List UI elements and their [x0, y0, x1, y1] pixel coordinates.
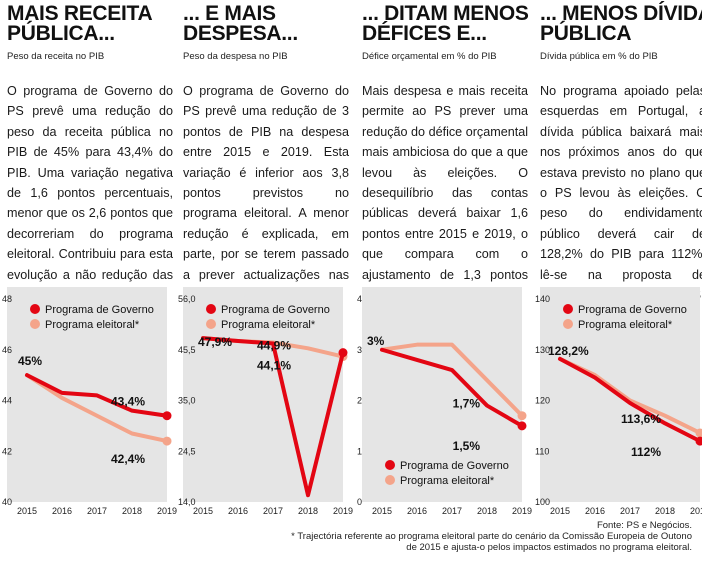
- y-tick-label: 42: [2, 446, 12, 456]
- legend-marker: [385, 460, 395, 470]
- legend-label: Programa de Governo: [578, 304, 687, 316]
- x-tick-label: 2018: [122, 506, 142, 516]
- x-tick-label: 2017: [442, 506, 462, 516]
- y-tick-label: 100: [535, 497, 550, 507]
- x-tick-label: 2019: [512, 506, 532, 516]
- legend-marker: [563, 304, 573, 314]
- legend-marker: [206, 304, 216, 314]
- column-title: ... DITAM MENOS DÉFICES E...: [362, 2, 529, 45]
- column-subtitle: Peso da receita no PIB: [7, 51, 105, 62]
- data-label: 128,2%: [548, 344, 589, 358]
- end-point-eleitoral: [695, 428, 702, 438]
- end-point-governo: [517, 421, 527, 431]
- data-label: 47,9%: [198, 335, 232, 349]
- legend-marker: [206, 319, 216, 329]
- legend-label: Programa eleitoral*: [221, 319, 316, 331]
- data-label: 42,4%: [111, 452, 145, 466]
- x-tick-label: 2018: [655, 506, 675, 516]
- data-label: 43,4%: [111, 395, 145, 409]
- series-line-eleitoral: [380, 342, 524, 418]
- legend-marker: [385, 475, 395, 485]
- y-tick-label: 48: [2, 294, 12, 304]
- legend-label: Programa de Governo: [45, 304, 154, 316]
- y-tick-label: 24,5: [178, 446, 196, 456]
- x-tick-label: 2019: [157, 506, 177, 516]
- end-point-governo: [338, 348, 348, 358]
- column-body-text: No programa apoiado pelas esquerdas em P…: [540, 84, 702, 302]
- x-tick-label: 2017: [87, 506, 107, 516]
- y-tick-label: 120: [535, 396, 550, 406]
- column-title: ... MENOS DÍVIDA PÚBLICA: [540, 2, 702, 45]
- data-label: 3%: [367, 334, 385, 348]
- legend-marker: [30, 319, 40, 329]
- y-tick-label: 3: [357, 345, 362, 355]
- y-tick-label: 4: [357, 294, 362, 304]
- legend-marker: [563, 319, 573, 329]
- x-tick-label: 2015: [17, 506, 37, 516]
- data-label: 1,7%: [453, 397, 481, 411]
- column-subtitle: Défice orçamental em % do PIB: [362, 51, 497, 62]
- x-tick-label: 2018: [298, 506, 318, 516]
- footnote: * Trajectória referente ao programa elei…: [291, 531, 692, 553]
- data-label: 1,5%: [453, 439, 481, 453]
- x-tick-label: 2018: [477, 506, 497, 516]
- legend-label: Programa eleitoral*: [578, 319, 673, 331]
- y-tick-label: 45,5: [178, 345, 196, 355]
- chart-receita: 40 42 44 46 48 2015 2016 2017 2018 2019 45% 43,4% 42…: [2, 294, 177, 516]
- end-point-governo: [695, 436, 702, 446]
- data-label: 45%: [18, 354, 42, 368]
- data-label: 112%: [631, 445, 661, 459]
- x-tick-label: 2015: [372, 506, 392, 516]
- series-line-eleitoral: [25, 373, 169, 444]
- column-subtitle: Peso da despesa no PIB: [183, 51, 288, 62]
- legend-label: Programa de Governo: [400, 460, 509, 472]
- data-label: 113,6%: [621, 412, 661, 426]
- end-point-governo: [162, 411, 172, 421]
- x-tick-label: 2015: [550, 506, 570, 516]
- x-tick-label: 2016: [407, 506, 427, 516]
- y-tick-label: 44: [2, 396, 12, 406]
- x-tick-label: 2016: [52, 506, 72, 516]
- x-tick-label: 2015: [193, 506, 213, 516]
- x-tick-label: 2017: [620, 506, 640, 516]
- column-body-text: O programa de Governo do PS prevê uma re…: [7, 84, 173, 302]
- end-point-eleitoral: [517, 411, 527, 421]
- x-tick-label: 2019: [333, 506, 353, 516]
- data-label: 44,1%: [257, 359, 291, 373]
- column-title: MAIS RECEITA PÚBLICA...: [7, 2, 152, 45]
- legend-marker: [30, 304, 40, 314]
- y-tick-label: 56,0: [178, 294, 196, 304]
- y-tick-label: 40: [2, 497, 12, 507]
- legend-label: Programa eleitoral*: [400, 475, 495, 487]
- series-line-governo: [380, 347, 524, 428]
- y-tick-label: 110: [535, 446, 549, 456]
- x-tick-label: 2017: [263, 506, 283, 516]
- y-tick-label: 1: [357, 446, 362, 456]
- end-point-eleitoral: [162, 436, 172, 446]
- x-tick-label: 2016: [585, 506, 605, 516]
- chart-despesa: 14,0 24,5 35,0 45,5 56,0 2015 2016 2017 2018 2019…: [178, 294, 353, 516]
- column-title: ... E MAIS DESPESA...: [183, 2, 298, 45]
- data-label: 44,9%: [257, 339, 291, 353]
- y-tick-label: 0: [357, 497, 362, 507]
- legend-label: Programa de Governo: [221, 304, 330, 316]
- column-body-text: O programa de Governo do PS prevê uma re…: [183, 84, 349, 302]
- y-tick-label: 140: [535, 294, 550, 304]
- source-note: Fonte: PS e Negócios.: [596, 520, 692, 531]
- x-tick-label: 2019: [690, 506, 702, 516]
- y-tick-label: 130: [535, 345, 550, 355]
- y-tick-label: 35,0: [178, 396, 196, 406]
- series-line-governo: [558, 356, 702, 444]
- y-tick-label: 2: [357, 396, 362, 406]
- column-subtitle: Dívida pública em % do PIB: [540, 51, 658, 62]
- chart-divida: 100 110 120 130 140 2015 2016 2017 2018 2019 128,2…: [535, 294, 702, 516]
- chart-defice: 0 1 2 3 4 2015 2016 2017 2018 2019 3% 1,5% 1,7% Progr…: [357, 294, 532, 516]
- y-tick-label: 14,0: [178, 497, 196, 507]
- series-line-governo: [25, 373, 169, 418]
- y-tick-label: 46: [2, 345, 12, 355]
- series-line-governo: [201, 336, 345, 498]
- x-tick-label: 2016: [228, 506, 248, 516]
- column-body-text: Mais despesa e mais receita permite ao P…: [362, 84, 528, 302]
- legend-label: Programa eleitoral*: [45, 319, 140, 331]
